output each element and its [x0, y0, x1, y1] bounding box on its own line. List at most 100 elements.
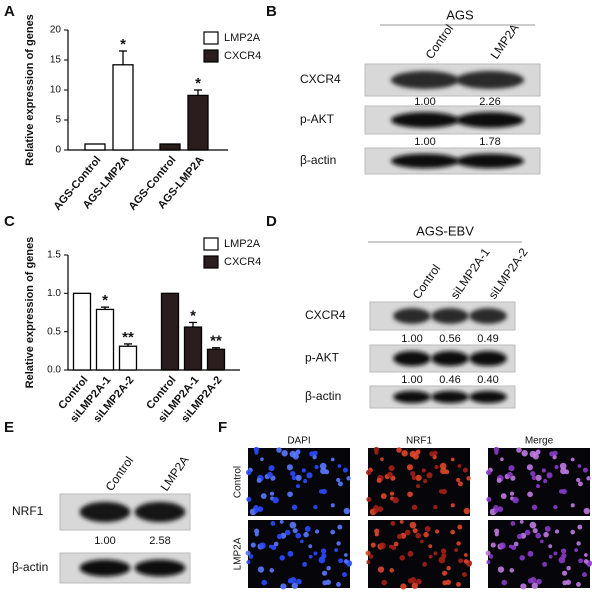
nucleus: [318, 489, 324, 494]
nucleus: [442, 580, 448, 586]
nucleus: [457, 481, 463, 487]
lane-label: Control: [103, 454, 137, 494]
panel-letter: E: [4, 419, 14, 436]
nucleus: [346, 562, 352, 567]
significance: *: [102, 292, 108, 309]
quantification: 0.46: [439, 374, 460, 386]
nucleus: [560, 467, 567, 475]
nucleus: [257, 566, 265, 573]
nucleus: [287, 578, 294, 584]
nucleus: [542, 561, 548, 567]
quantification: 2.26: [479, 96, 500, 108]
nucleus: [336, 541, 341, 546]
nucleus: [269, 491, 275, 496]
nucleus: [374, 528, 380, 534]
nucleus: [416, 484, 421, 489]
quantification: 1.00: [414, 96, 435, 108]
row-label: NRF1: [12, 504, 44, 518]
nucleus: [337, 524, 343, 530]
nucleus: [462, 467, 468, 473]
nucleus: [529, 521, 537, 529]
nucleus: [303, 479, 308, 484]
nucleus: [342, 467, 348, 473]
nucleus: [308, 544, 313, 549]
nucleus: [463, 559, 469, 564]
y-tick-label: 0.0: [47, 365, 61, 376]
nucleus: [576, 541, 581, 546]
nucleus: [586, 562, 592, 567]
nucleus: [365, 469, 372, 476]
nucleus: [457, 524, 463, 530]
nucleus: [544, 526, 551, 532]
nucleus: [576, 477, 581, 483]
lane-label: LMP2A: [158, 453, 192, 493]
legend-label: CXCR4: [224, 50, 261, 62]
nucleus: [368, 554, 374, 559]
nucleus: [586, 476, 591, 481]
nucleus: [295, 532, 301, 539]
significance: **: [122, 329, 134, 346]
nucleus: [389, 568, 395, 573]
nucleus: [576, 582, 581, 587]
micrograph: [248, 520, 350, 588]
nucleus: [291, 475, 297, 481]
nucleus: [380, 457, 384, 461]
row-label: CXCR4: [305, 308, 346, 322]
nucleus: [279, 519, 284, 524]
nucleus: [303, 531, 309, 538]
nucleus: [548, 544, 553, 549]
panel-letter: B: [266, 3, 277, 20]
nucleus: [535, 578, 542, 585]
nucleus: [527, 578, 534, 584]
nucleus: [286, 464, 293, 471]
nucleus: [301, 468, 306, 473]
nucleus: [389, 491, 395, 496]
nucleus: [549, 451, 555, 457]
nucleus: [390, 521, 396, 526]
nucleus: [561, 553, 567, 559]
row-label: CXCR4: [300, 72, 341, 86]
nucleus: [321, 570, 328, 576]
nucleus: [516, 533, 523, 540]
nucleus: [458, 558, 464, 564]
row-label: p-AKT: [300, 112, 335, 126]
nucleus: [559, 462, 567, 470]
nucleus: [308, 554, 313, 559]
panel-letter: D: [266, 213, 277, 230]
nucleus: [500, 457, 504, 461]
nucleus: [248, 554, 254, 559]
quantification: 1.00: [401, 333, 422, 345]
nucleus: [268, 544, 273, 549]
nucleus: [336, 582, 341, 587]
nucleus: [302, 561, 308, 567]
nucleus: [381, 579, 388, 586]
nucleus: [411, 504, 418, 511]
nucleus: [304, 526, 311, 532]
nucleus: [295, 474, 302, 481]
nucleus: [312, 455, 317, 460]
band: [134, 559, 186, 577]
nucleus: [330, 529, 336, 535]
panel-letter: A: [4, 3, 15, 20]
nucleus: [314, 465, 319, 470]
nucleus: [450, 457, 455, 462]
nucleus: [532, 528, 538, 534]
nucleus: [531, 504, 538, 511]
nucleus: [396, 447, 402, 453]
nucleus: [543, 531, 549, 538]
nucleus: [404, 529, 411, 536]
quantification: 2.58: [149, 535, 170, 547]
nucleus: [365, 550, 371, 556]
row-label: Control: [233, 466, 244, 498]
nucleus: [574, 548, 579, 552]
nucleus: [412, 528, 418, 534]
nucleus: [433, 551, 438, 556]
nucleus: [374, 450, 379, 455]
nucleus: [295, 449, 301, 455]
nucleus: [527, 550, 534, 557]
nucleus: [292, 453, 299, 460]
nucleus: [377, 506, 384, 512]
nucleus: [548, 554, 553, 559]
nucleus: [462, 572, 467, 578]
micrograph: [488, 520, 590, 588]
